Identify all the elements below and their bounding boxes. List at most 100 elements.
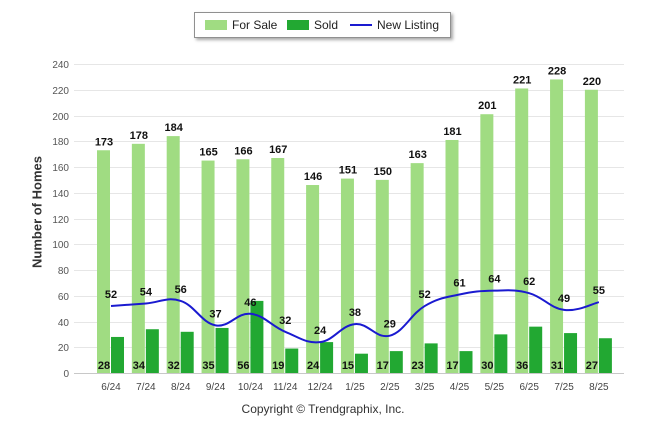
bar-sold[interactable]: [180, 331, 194, 373]
y-tick-label: 160: [52, 163, 69, 174]
legend-swatch-sold: [287, 20, 309, 30]
x-tick-label: 11/24: [273, 382, 298, 393]
y-axis-label: Number of Homes: [29, 156, 45, 268]
data-label-new-listing: 56: [175, 284, 187, 296]
bar-for-sale[interactable]: [306, 185, 320, 373]
bar-for-sale[interactable]: [375, 179, 389, 373]
data-label-new-listing: 64: [488, 274, 501, 286]
bar-sold[interactable]: [320, 342, 334, 373]
data-label-new-listing: 38: [349, 307, 361, 319]
y-tick-label: 120: [52, 215, 69, 226]
data-label-sold: 36: [516, 360, 528, 372]
data-label-new-listing: 62: [523, 276, 535, 288]
y-tick-label: 40: [58, 318, 70, 329]
x-tick-label: 9/24: [206, 382, 226, 393]
x-tick-label: 3/25: [415, 382, 435, 393]
bar-sold[interactable]: [529, 326, 543, 373]
bar-sold[interactable]: [285, 348, 299, 373]
bar-for-sale[interactable]: [480, 114, 494, 374]
legend-swatch-new-listing: [350, 24, 372, 26]
for-sale-bars: [97, 79, 598, 374]
data-label-new-listing: 61: [453, 277, 465, 289]
y-axis-ticks: 0 20 40 60 80 100 120 140 160 180 200 220 240: [52, 60, 69, 380]
bar-for-sale[interactable]: [340, 178, 354, 373]
data-labels: 173 28 178 34 184 32 165 35 166 56 167 19 146 24 151 15…: [95, 65, 605, 372]
data-label-sold: 23: [412, 360, 424, 372]
x-tick-label: 6/25: [519, 382, 539, 393]
bar-for-sale[interactable]: [445, 139, 459, 373]
data-label-new-listing: 54: [140, 286, 153, 298]
bar-for-sale[interactable]: [166, 136, 180, 373]
data-label-for-sale: 220: [583, 76, 601, 88]
legend-label-new-listing: New Listing: [377, 18, 440, 32]
data-label-new-listing: 24: [314, 325, 327, 337]
data-label-for-sale: 173: [95, 136, 113, 148]
bar-sold[interactable]: [564, 333, 578, 373]
data-label-sold: 24: [307, 360, 320, 372]
data-label-sold: 34: [133, 360, 146, 372]
bar-sold[interactable]: [145, 329, 159, 373]
data-label-sold: 15: [342, 360, 354, 372]
data-label-for-sale: 146: [304, 171, 322, 183]
y-tick-label: 60: [58, 292, 70, 303]
data-label-for-sale: 201: [478, 100, 496, 112]
x-tick-label: 10/24: [238, 382, 263, 393]
legend-label-sold: Sold: [314, 18, 339, 32]
bar-for-sale[interactable]: [201, 160, 215, 373]
data-label-sold: 28: [98, 360, 110, 372]
data-label-new-listing: 55: [593, 285, 605, 297]
data-label-for-sale: 166: [234, 145, 252, 157]
data-label-sold: 17: [446, 360, 458, 372]
x-tick-label: 4/25: [450, 382, 470, 393]
y-tick-label: 100: [52, 240, 69, 251]
data-label-for-sale: 178: [130, 130, 148, 142]
data-label-sold: 32: [168, 360, 180, 372]
y-tick-label: 200: [52, 112, 69, 123]
bar-sold[interactable]: [250, 300, 264, 373]
new-listing-series-line[interactable]: [110, 289, 600, 344]
bar-sold[interactable]: [459, 351, 473, 373]
bar-for-sale[interactable]: [410, 163, 424, 373]
bar-for-sale[interactable]: [131, 143, 145, 373]
data-label-sold: 31: [551, 360, 563, 372]
bar-sold[interactable]: [389, 351, 403, 373]
legend-item-new-listing[interactable]: New Listing: [350, 18, 439, 32]
data-label-sold: 19: [272, 360, 284, 372]
x-tick-label: 7/24: [136, 382, 156, 393]
data-label-new-listing: 46: [244, 297, 256, 309]
legend-item-for-sale[interactable]: For Sale: [205, 18, 277, 32]
bar-for-sale[interactable]: [515, 88, 529, 374]
bar-for-sale[interactable]: [550, 79, 564, 373]
data-label-for-sale: 167: [269, 144, 287, 156]
data-label-for-sale: 228: [548, 65, 566, 77]
bar-sold[interactable]: [111, 336, 124, 373]
data-label-sold: 17: [377, 360, 389, 372]
x-tick-label: 8/24: [171, 382, 191, 393]
data-label-new-listing: 49: [558, 293, 570, 305]
bar-sold[interactable]: [494, 334, 508, 373]
y-tick-label: 140: [52, 189, 69, 200]
new-listing-line: [110, 289, 600, 344]
data-label-sold: 30: [481, 360, 493, 372]
legend-item-sold[interactable]: Sold: [287, 18, 338, 32]
bar-sold[interactable]: [598, 338, 612, 373]
x-tick-label: 6/24: [101, 382, 121, 393]
bar-for-sale[interactable]: [271, 157, 285, 373]
bar-sold[interactable]: [354, 353, 368, 373]
data-label-new-listing: 37: [209, 308, 221, 320]
y-tick-label: 220: [52, 86, 69, 97]
bar-for-sale[interactable]: [236, 159, 250, 373]
data-label-new-listing: 32: [279, 315, 291, 327]
bar-sold[interactable]: [424, 343, 438, 373]
legend-swatch-for-sale: [205, 20, 227, 30]
y-tick-label: 180: [52, 137, 69, 148]
x-tick-label: 2/25: [380, 382, 400, 393]
bar-for-sale[interactable]: [584, 89, 598, 373]
data-label-for-sale: 163: [408, 149, 426, 161]
x-tick-label: 1/25: [345, 382, 365, 393]
bar-sold[interactable]: [215, 327, 229, 373]
y-tick-label: 80: [58, 266, 70, 277]
bar-for-sale[interactable]: [97, 150, 110, 373]
copyright-text: Copyright © Trendgraphix, Inc.: [241, 402, 405, 416]
